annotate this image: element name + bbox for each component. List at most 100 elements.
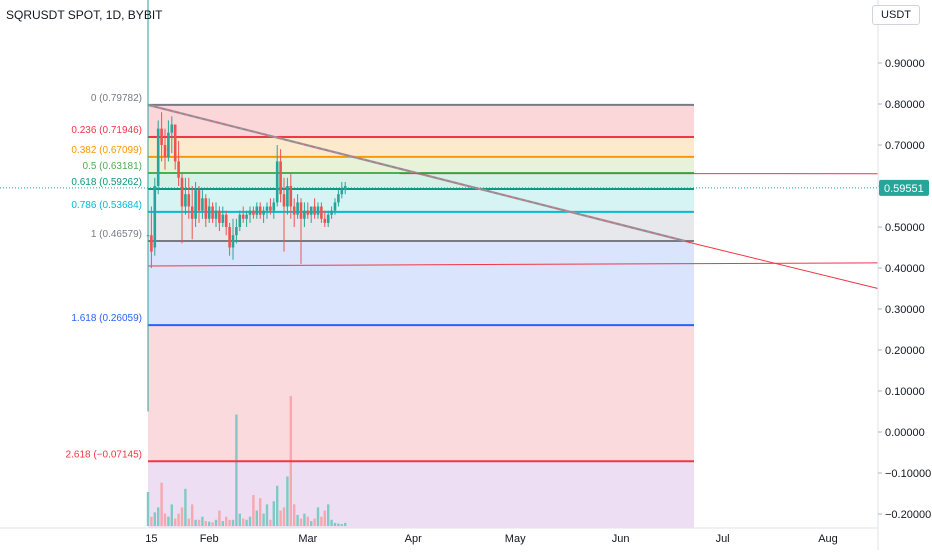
candle-body <box>205 198 208 219</box>
volume-bar <box>215 520 217 526</box>
fib-level-label: 0 (0.79782) <box>91 93 142 104</box>
fib-level-label: 2.618 (−0.07145) <box>66 449 142 460</box>
candle-body <box>194 190 197 219</box>
volume-bar <box>181 507 183 526</box>
candle-body <box>327 215 330 223</box>
candle-body <box>164 145 167 157</box>
time-tick-label: Apr <box>405 533 422 545</box>
candle-body <box>198 190 201 211</box>
volume-bar <box>341 524 343 526</box>
candle-body <box>293 207 296 215</box>
volume-bar <box>177 514 179 526</box>
volume-bar <box>154 512 156 526</box>
candle-body <box>147 235 150 236</box>
volume-bar <box>198 520 200 526</box>
candle-body <box>225 215 228 227</box>
volume-bar <box>300 519 302 526</box>
volume-bar <box>283 507 285 526</box>
candle-body <box>262 211 265 215</box>
candle-body <box>283 194 286 206</box>
last-price-label: 0.59551 <box>884 183 924 195</box>
candle-body <box>215 211 218 219</box>
time-tick-label: May <box>505 533 526 545</box>
time-tick-label: Mar <box>298 533 317 545</box>
candle-body <box>320 207 323 219</box>
time-tick-label: Feb <box>200 533 219 545</box>
volume-bar <box>225 517 227 526</box>
volume-bar <box>330 520 332 526</box>
fib-level-label: 0.236 (0.71946) <box>71 125 142 136</box>
candle-body <box>191 207 194 219</box>
volume-bar <box>208 522 210 526</box>
price-tick-label: 0.90000 <box>885 58 925 70</box>
volume-bar <box>157 507 159 526</box>
volume-bar <box>205 521 207 526</box>
volume-bar <box>191 504 193 526</box>
volume-bar <box>266 504 268 526</box>
candle-body <box>330 211 333 215</box>
volume-bar <box>286 476 288 526</box>
candle-body <box>269 207 272 211</box>
volume-bar <box>313 519 315 526</box>
fib-band <box>148 189 694 212</box>
volume-bar <box>184 489 186 526</box>
price-tick-label: 0.10000 <box>885 386 925 398</box>
volume-bar <box>194 520 196 526</box>
candle-body <box>296 202 299 214</box>
volume-bar <box>239 514 241 526</box>
fib-band <box>148 137 694 157</box>
candle-body <box>174 125 177 162</box>
volume-bar <box>147 492 149 526</box>
volume-bar <box>344 523 346 526</box>
candle-body <box>303 211 306 219</box>
candle-body <box>279 161 282 194</box>
volume-bar <box>276 486 278 526</box>
candle-body <box>307 211 310 215</box>
volume-bar <box>174 519 176 526</box>
volume-bar <box>337 524 339 526</box>
candle-body <box>252 211 255 215</box>
fib-band <box>148 461 694 528</box>
volume-bar <box>245 520 247 526</box>
candle-body <box>235 227 238 235</box>
volume-bar <box>235 415 237 526</box>
volume-bar <box>273 501 275 526</box>
candle-body <box>313 207 316 215</box>
candle-body <box>276 161 279 202</box>
volume-bar <box>228 520 230 526</box>
fib-level-label: 0.5 (0.63181) <box>83 161 143 172</box>
fib-band <box>148 157 694 173</box>
volume-bar <box>327 504 329 526</box>
fib-level-label: 1 (0.46579) <box>91 229 142 240</box>
candle-body <box>160 129 163 145</box>
volume-bar <box>256 511 258 526</box>
fib-level-label: 0.382 (0.67099) <box>71 145 142 156</box>
price-tick-label: −0.10000 <box>885 468 931 480</box>
volume-bar <box>262 514 264 526</box>
currency-button[interactable]: USDT <box>872 5 920 25</box>
volume-bar <box>249 517 251 526</box>
candle-body <box>218 211 221 223</box>
volume-bar <box>279 511 281 526</box>
volume-bar <box>171 504 173 526</box>
time-tick-label: Jun <box>612 533 630 545</box>
candle-body <box>245 215 248 219</box>
volume-bar <box>188 519 190 526</box>
candle-body <box>242 215 245 219</box>
time-tick-label: Aug <box>818 533 838 545</box>
volume-bar <box>150 517 152 526</box>
volume-bar <box>222 521 224 526</box>
volume-bar <box>167 517 169 526</box>
volume-bar <box>242 519 244 526</box>
price-axis[interactable]: 0.900000.800000.700000.600000.500000.400… <box>878 58 931 521</box>
candle-body <box>177 161 180 177</box>
symbol-title: SQRUSDT SPOT, 1D, BYBIT <box>6 8 162 22</box>
candle-body <box>249 211 252 215</box>
candle-body <box>317 207 320 215</box>
fib-band <box>148 105 694 137</box>
candle-body <box>266 207 269 211</box>
price-tick-label: 0.20000 <box>885 345 925 357</box>
